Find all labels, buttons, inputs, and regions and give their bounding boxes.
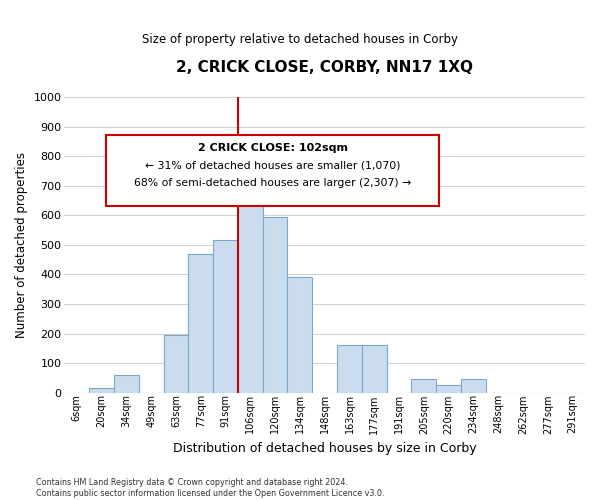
Text: Contains HM Land Registry data © Crown copyright and database right 2024.
Contai: Contains HM Land Registry data © Crown c… — [36, 478, 385, 498]
Bar — [287, 278, 312, 393]
Bar — [188, 254, 213, 393]
Text: 2 CRICK CLOSE: 102sqm: 2 CRICK CLOSE: 102sqm — [197, 143, 347, 153]
Bar — [89, 388, 114, 393]
Bar — [114, 375, 139, 393]
Bar — [263, 217, 287, 393]
Bar — [436, 386, 461, 393]
Bar — [164, 335, 188, 393]
Y-axis label: Number of detached properties: Number of detached properties — [15, 152, 28, 338]
FancyBboxPatch shape — [106, 136, 439, 206]
Text: 68% of semi-detached houses are larger (2,307) →: 68% of semi-detached houses are larger (… — [134, 178, 411, 188]
Bar — [213, 240, 238, 393]
Text: ← 31% of detached houses are smaller (1,070): ← 31% of detached houses are smaller (1,… — [145, 160, 400, 170]
Bar — [337, 346, 362, 393]
Bar — [412, 380, 436, 393]
Bar — [461, 380, 486, 393]
X-axis label: Distribution of detached houses by size in Corby: Distribution of detached houses by size … — [173, 442, 476, 455]
Bar — [238, 170, 263, 393]
Title: 2, CRICK CLOSE, CORBY, NN17 1XQ: 2, CRICK CLOSE, CORBY, NN17 1XQ — [176, 60, 473, 75]
Bar — [362, 346, 386, 393]
Text: Size of property relative to detached houses in Corby: Size of property relative to detached ho… — [142, 32, 458, 46]
